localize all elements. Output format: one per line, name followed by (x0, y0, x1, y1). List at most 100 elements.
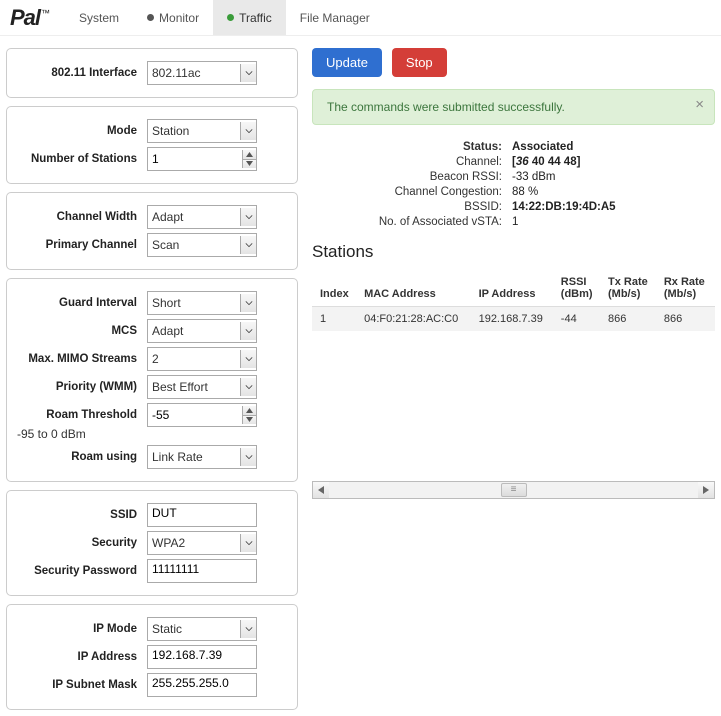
status-key: Status: (312, 141, 512, 153)
chevron-down-icon (240, 122, 256, 140)
roam-using-value: Link Rate (152, 450, 203, 464)
cell-index: 1 (312, 307, 358, 332)
priority-label: Priority (WMM) (17, 381, 147, 393)
status-dot-icon (147, 14, 154, 21)
status-key: Channel: (312, 156, 512, 168)
mimo-select[interactable]: 2 (147, 347, 257, 371)
status-column: Update Stop The commands were submitted … (312, 48, 715, 710)
roam-using-select[interactable]: Link Rate (147, 445, 257, 469)
panel-channel: Channel Width Adapt Primary Channel Scan (6, 192, 298, 270)
cell-ip: 192.168.7.39 (473, 307, 555, 332)
horizontal-scrollbar[interactable] (312, 481, 715, 499)
status-dot-icon (227, 14, 234, 21)
scroll-right-icon[interactable] (698, 482, 714, 498)
col-ip: IP Address (473, 270, 555, 307)
scroll-thumb[interactable] (501, 483, 527, 497)
roam-threshold-label: Roam Threshold (17, 409, 147, 421)
nav-label: System (79, 11, 119, 25)
nav-item-file-manager[interactable]: File Manager (286, 0, 384, 35)
scroll-track[interactable] (329, 482, 698, 498)
nav-item-monitor[interactable]: Monitor (133, 0, 213, 35)
status-value: 1 (512, 216, 518, 228)
step-down-icon[interactable] (243, 416, 256, 425)
ssid-input[interactable] (152, 506, 252, 520)
update-button[interactable]: Update (312, 48, 382, 77)
chevron-down-icon (240, 448, 256, 466)
step-up-icon[interactable] (243, 150, 256, 160)
status-value: [36 40 44 48] (512, 156, 580, 168)
mcs-label: MCS (17, 325, 147, 337)
stepper-buttons (242, 150, 256, 168)
success-alert: The commands were submitted successfully… (312, 89, 715, 125)
channel-width-label: Channel Width (17, 211, 147, 223)
ip-mode-value: Static (152, 622, 182, 636)
logo-text: Pal (10, 5, 40, 30)
status-key: BSSID: (312, 201, 512, 213)
mimo-label: Max. MIMO Streams (17, 353, 147, 365)
subnet-mask-input[interactable] (152, 676, 252, 690)
panel-mode: Mode Station Number of Stations (6, 106, 298, 184)
stop-button[interactable]: Stop (392, 48, 447, 77)
cell-tx: 866 (602, 307, 658, 332)
mcs-value: Adapt (152, 324, 183, 338)
top-bar: Pal™ System Monitor Traffic File Manager (0, 0, 721, 36)
channel-width-value: Adapt (152, 210, 183, 224)
chevron-down-icon (240, 322, 256, 340)
step-up-icon[interactable] (243, 406, 256, 416)
close-icon[interactable]: × (695, 96, 704, 113)
logo-tm: ™ (41, 8, 49, 18)
ip-mode-select[interactable]: Static (147, 617, 257, 641)
step-down-icon[interactable] (243, 160, 256, 169)
top-nav: System Monitor Traffic File Manager (65, 0, 384, 35)
mode-label: Mode (17, 125, 147, 137)
guard-interval-label: Guard Interval (17, 297, 147, 309)
nav-label: File Manager (300, 11, 370, 25)
ssid-input-wrap (147, 503, 257, 527)
security-select[interactable]: WPA2 (147, 531, 257, 555)
mcs-select[interactable]: Adapt (147, 319, 257, 343)
status-value: 88 % (512, 186, 538, 198)
status-row: BSSID: 14:22:DB:19:4D:A5 (312, 201, 715, 213)
num-stations-label: Number of Stations (17, 153, 147, 165)
interface-select[interactable]: 802.11ac (147, 61, 257, 85)
status-value: -33 dBm (512, 171, 555, 183)
col-tx: Tx Rate(Mb/s) (602, 270, 658, 307)
status-key: No. of Associated vSTA: (312, 216, 512, 228)
mode-value: Station (152, 124, 189, 138)
panel-advanced: Guard Interval Short MCS Adapt Max. MIMO… (6, 278, 298, 482)
stepper-buttons (242, 406, 256, 424)
channel-width-select[interactable]: Adapt (147, 205, 257, 229)
ip-address-input[interactable] (152, 648, 252, 662)
security-label: Security (17, 537, 147, 549)
ip-address-label: IP Address (17, 651, 147, 663)
nav-label: Traffic (239, 11, 272, 25)
password-input[interactable] (152, 562, 252, 576)
num-stations-input[interactable] (152, 150, 242, 168)
panel-ip: IP Mode Static IP Address IP Subnet Mask (6, 604, 298, 710)
primary-channel-select[interactable]: Scan (147, 233, 257, 257)
table-row[interactable]: 1 04:F0:21:28:AC:C0 192.168.7.39 -44 866… (312, 307, 715, 332)
status-row: No. of Associated vSTA: 1 (312, 216, 715, 228)
nav-item-system[interactable]: System (65, 0, 133, 35)
chevron-down-icon (240, 534, 256, 552)
nav-item-traffic[interactable]: Traffic (213, 0, 286, 35)
status-value: Associated (512, 141, 573, 153)
chevron-down-icon (240, 350, 256, 368)
scroll-left-icon[interactable] (313, 482, 329, 498)
guard-interval-select[interactable]: Short (147, 291, 257, 315)
panel-interface: 802.11 Interface 802.11ac (6, 48, 298, 98)
priority-select[interactable]: Best Effort (147, 375, 257, 399)
chevron-down-icon (240, 208, 256, 226)
mode-select[interactable]: Station (147, 119, 257, 143)
num-stations-stepper[interactable] (147, 147, 257, 171)
interface-label: 802.11 Interface (17, 67, 147, 79)
status-row: Channel Congestion: 88 % (312, 186, 715, 198)
col-index: Index (312, 270, 358, 307)
ssid-label: SSID (17, 509, 147, 521)
logo: Pal™ (6, 5, 59, 31)
settings-column: 802.11 Interface 802.11ac Mode Station N… (6, 48, 298, 710)
status-key: Beacon RSSI: (312, 171, 512, 183)
stations-table: Index MAC Address IP Address RSSI(dBm) T… (312, 270, 715, 331)
roam-threshold-input[interactable] (152, 406, 242, 424)
roam-threshold-stepper[interactable] (147, 403, 257, 427)
